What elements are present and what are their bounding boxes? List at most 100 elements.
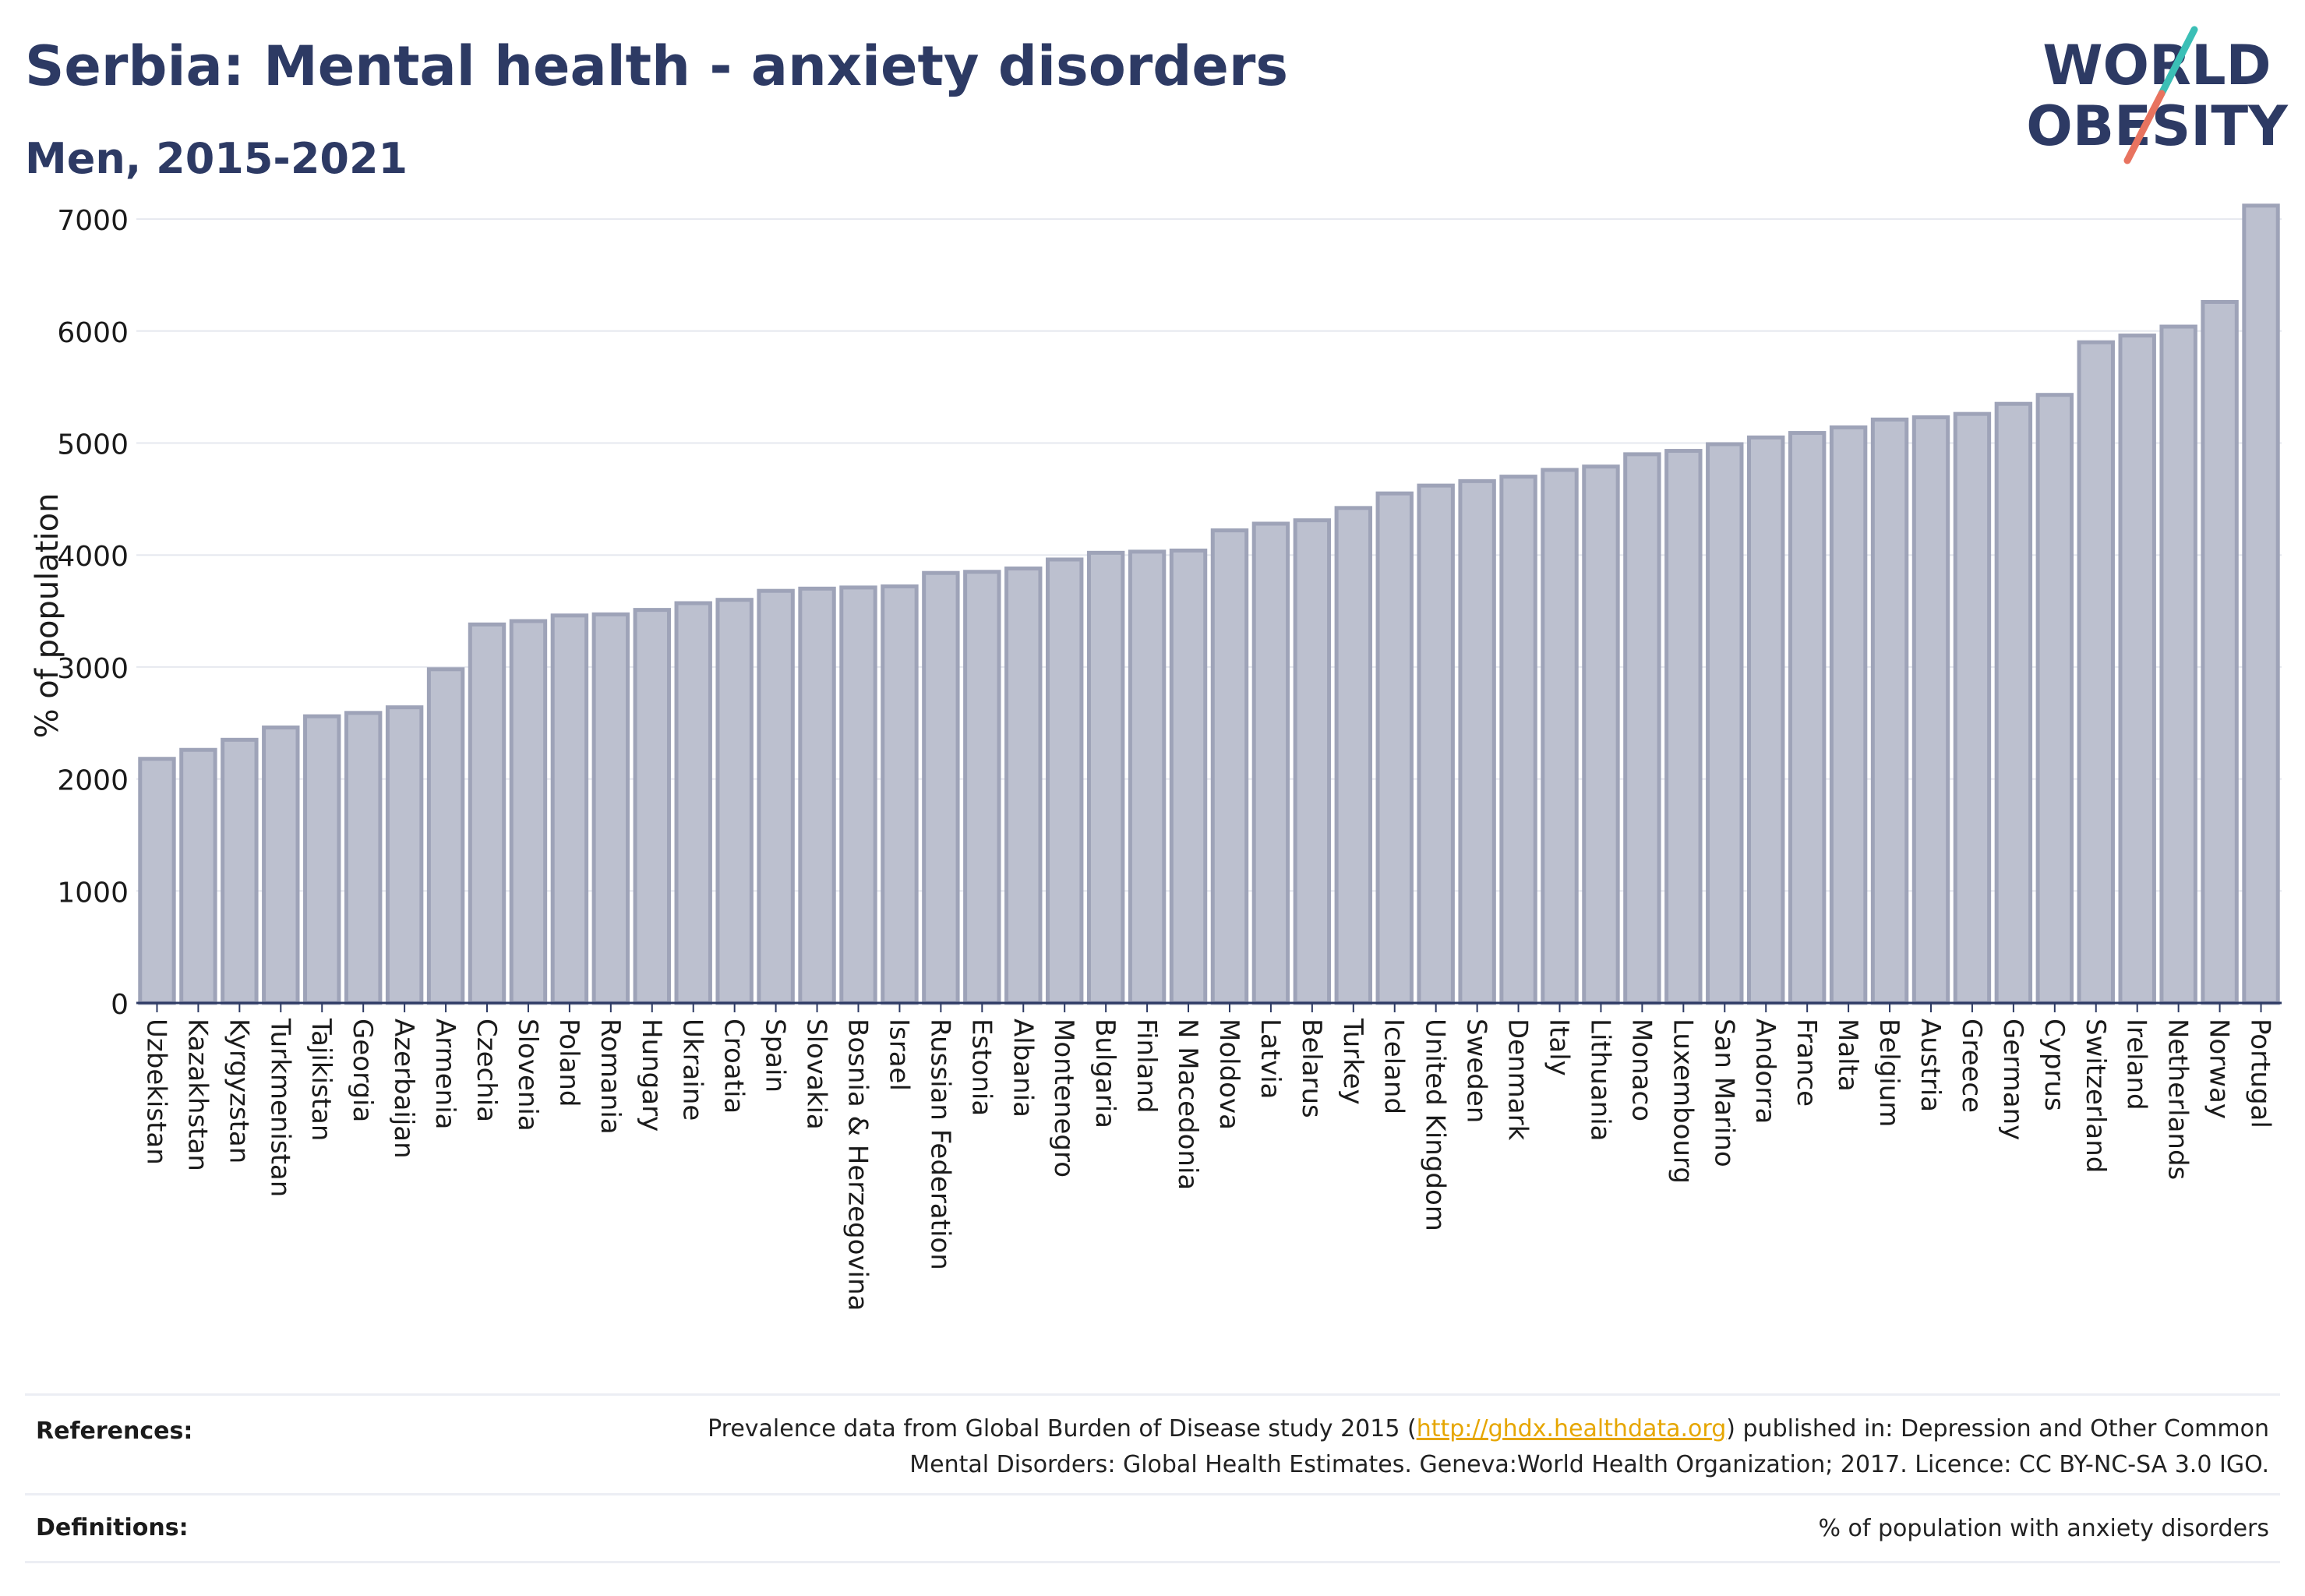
x-tick-label: Uzbekistan [140,1019,171,1165]
bar [2159,324,2197,1005]
references-link[interactable]: http://ghdx.healthdata.org [1416,1415,1727,1442]
bars [138,203,2280,1005]
x-tick-label: Turkey [1337,1018,1368,1105]
x-tick-label: Kazakhstan [182,1019,213,1171]
bar [1911,415,1950,1005]
x-axis-labels: Uzbekistan Kazakhstan Kyrgyzstan Turkmenist… [140,1018,2275,1311]
bar [1251,521,1290,1005]
x-tick-label: Turkmenistan [264,1018,295,1197]
x-tick-label: Germany [1997,1019,2028,1140]
y-tick-label: 2000 [57,765,129,797]
bar [262,726,300,1005]
bar [1004,566,1043,1005]
y-tick-label: 6000 [57,317,129,349]
bar [1623,452,1661,1005]
x-tick-label: Belarus [1296,1019,1327,1118]
references-row: References: Prevalence data from Global … [25,1396,2280,1495]
bar [1086,550,1125,1005]
chart-title: Serbia: Mental health - anxiety disorder… [25,34,1289,98]
x-tick-label: Denmark [1502,1019,1534,1141]
bar [2077,340,2115,1005]
definitions-text: % of population with anxiety disorders [1818,1515,2269,1542]
y-tick-label: 7000 [57,205,129,237]
bar [1334,506,1373,1005]
bar-chart: 0 1000 2000 3000 4000 5000 6000 7000 Uzbekistan… [30,203,2282,1311]
bar [179,747,217,1005]
x-axis-ticks [156,1003,2262,1012]
x-tick-label: Austria [1915,1019,1946,1112]
x-tick-label: Croatia [718,1019,750,1114]
bar [303,714,341,1005]
x-tick-label: Moldova [1213,1019,1244,1130]
bar [1499,475,1537,1005]
x-tick-label: Russian Federation [924,1019,955,1270]
bar [1747,435,1785,1005]
x-tick-label: Azerbaijan [388,1019,419,1159]
logo-slash-coral [2123,90,2166,164]
x-tick-label: Israel [883,1019,914,1091]
bar [1953,411,1992,1005]
bar [426,667,465,1005]
references-text-before: Prevalence data from Global Burden of Di… [708,1415,1417,1442]
bar [2201,299,2239,1005]
bar [1375,491,1414,1005]
bar [1582,464,1620,1005]
x-tick-label: Estonia [965,1019,997,1116]
y-axis-label: % of population [30,493,65,739]
bar [2242,203,2280,1005]
bar [221,737,259,1005]
y-tick-label: 1000 [57,877,129,909]
references-line2: Mental Disorders: Global Health Estimate… [909,1451,2269,1478]
x-tick-label: Greece [1956,1019,1987,1113]
x-tick-label: Bosnia & Herzegovina [842,1019,873,1311]
x-tick-label: Georgia [347,1019,378,1122]
bar [1706,442,1744,1005]
x-tick-label: Ireland [2121,1019,2152,1110]
bar [1293,518,1332,1005]
y-tick-label: 3000 [57,653,129,685]
y-tick-label: 5000 [57,429,129,461]
x-tick-label: Lithuania [1584,1019,1615,1141]
definitions-label: Definitions: [36,1514,189,1541]
references-label: References: [36,1418,193,1445]
x-tick-label: Latvia [1255,1019,1286,1100]
bar [344,711,383,1005]
x-tick-label: Sweden [1461,1019,1492,1123]
bar [1994,401,2033,1005]
bar [2035,393,2074,1005]
x-tick-label: France [1791,1019,1822,1107]
x-tick-label: Norway [2204,1019,2235,1119]
x-tick-label: Belgium [1873,1019,1904,1127]
x-tick-label: San Marino [1708,1019,1739,1167]
x-tick-label: Malta [1832,1019,1863,1092]
logo-slash-teal [2158,26,2198,97]
bar [674,601,712,1005]
x-tick-label: N Macedonia [1172,1019,1203,1190]
x-tick-label: Spain [760,1019,791,1093]
bar [1870,417,1909,1005]
x-tick-label: Romania [595,1019,626,1135]
bar [385,705,424,1005]
x-tick-label: Hungary [636,1019,667,1132]
references-text: Prevalence data from Global Burden of Di… [477,1411,2269,1483]
y-tick-label: 4000 [57,541,129,573]
x-tick-label: Iceland [1378,1019,1410,1114]
x-tick-label: Slovakia [801,1019,832,1130]
logo-line1-text: WORLD [2042,34,2271,97]
definitions-row: Definitions: % of population with anxiet… [25,1495,2280,1561]
x-tick-label: Portugal [2245,1019,2276,1128]
x-tick-label: Netherlands [2162,1019,2194,1180]
bar [839,585,877,1005]
bar [1829,425,1868,1005]
bar [798,586,836,1005]
y-axis-ticks: 0 1000 2000 3000 4000 5000 6000 7000 [57,205,129,1021]
bar [1541,468,1579,1005]
x-tick-label: Finland [1131,1019,1162,1114]
x-tick-label: Montenegro [1048,1019,1079,1178]
x-tick-label: Armenia [429,1019,461,1130]
x-tick-label: Italy [1544,1019,1575,1076]
references-text-after: ) published in: Depression and Other Com… [1726,1415,2269,1442]
bar [715,598,754,1005]
x-tick-label: Slovenia [512,1019,543,1132]
bar [1664,449,1703,1005]
